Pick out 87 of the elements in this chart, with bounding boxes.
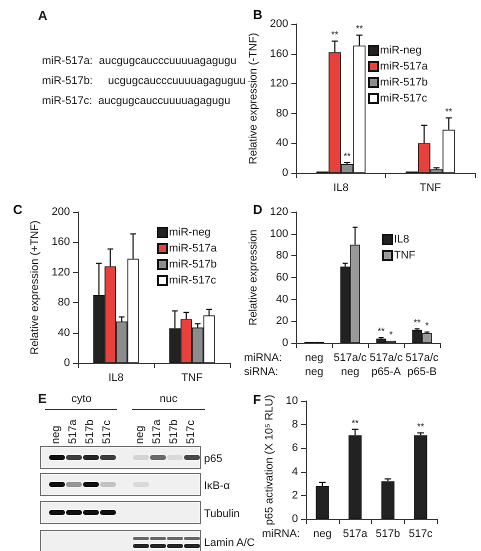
data-label: ** — [331, 30, 339, 40]
text: nuc — [158, 393, 178, 405]
text: E — [38, 391, 47, 406]
text: 517a — [66, 418, 80, 444]
text: Tubulin — [204, 508, 240, 520]
y-tick-label: 160 — [270, 48, 288, 60]
text: 517c — [184, 419, 198, 444]
legend-label: miR-517c — [380, 92, 428, 104]
y-axis-title: Relative expression (+TNF) — [29, 220, 42, 355]
y-tick-label: 120 — [270, 206, 288, 218]
text: Lamin A/C — [204, 537, 255, 549]
legend-label: IL8 — [394, 234, 410, 246]
y-tick-label: 80 — [276, 107, 288, 120]
data-label: * — [389, 329, 394, 340]
bar — [414, 435, 428, 519]
text: IκB-α — [204, 480, 230, 492]
text: miR-517b: ucgugcaucccuuuuagaguguu — [42, 75, 246, 87]
y-axis-title: Relative expression — [248, 230, 260, 326]
bar — [316, 486, 329, 519]
text: miR-517c: aucgugcauccuuuuagagugu — [42, 95, 230, 107]
x-tick-label: 517a/c neg — [334, 352, 368, 378]
text: neg — [49, 424, 63, 444]
text: 517a — [150, 418, 164, 444]
data-label: ** — [344, 151, 352, 162]
legend-label: TNF — [394, 250, 416, 262]
text: miRNA: siRNA: — [244, 352, 282, 378]
data-label: ** — [445, 106, 453, 116]
text: neg — [133, 424, 147, 444]
y-tick-label: 0 — [64, 357, 70, 369]
y-tick-label: 60 — [276, 272, 288, 284]
legend-label: miR-517b — [169, 258, 217, 270]
y-tick-label: 0 — [282, 167, 288, 179]
legend-label: miR-517b — [380, 76, 428, 88]
text: miR-517a: aucgugcaucccuuuuagagugu — [42, 55, 236, 67]
chart-title: D — [253, 202, 262, 217]
x-tick-label: 517c — [408, 528, 434, 540]
y-tick-label: 160 — [52, 236, 70, 248]
y-tick-label: 40 — [276, 293, 288, 306]
y-tick-label: 4 — [292, 466, 298, 478]
y-tick-label: 20 — [276, 315, 288, 328]
x-tick-label: IL8 — [108, 372, 124, 384]
y-axis-title: Relative expression (-TNF) — [248, 32, 260, 164]
chart-title: C — [13, 202, 23, 217]
legend-label: miR-517c — [169, 274, 217, 286]
data-label: ** — [356, 24, 364, 34]
legend-label: miR-517a — [169, 242, 218, 254]
y-tick-label: 0 — [282, 337, 288, 349]
y-axis-title: p65 activation (X 10⁵ RLU) — [263, 394, 276, 526]
legend-label: miR-517a — [380, 60, 429, 72]
y-tick-label: 200 — [52, 206, 70, 218]
y-tick-label: 200 — [270, 18, 288, 30]
y-tick-label: 40 — [58, 326, 70, 339]
x-tick-label: neg — [313, 528, 332, 540]
y-tick-label: 40 — [276, 137, 288, 150]
data-label: * — [425, 320, 430, 331]
x-tick-label: neg neg — [305, 352, 324, 378]
x-tick-label: TNF — [181, 372, 203, 384]
y-tick-label: 8 — [292, 418, 298, 431]
text: 517c — [100, 419, 114, 444]
y-tick-label: 120 — [270, 78, 288, 90]
text: miRNA: — [262, 528, 300, 540]
data-label: ** — [352, 418, 360, 428]
y-tick-label: 10 — [286, 395, 298, 407]
y-tick-label: 100 — [270, 228, 288, 240]
bar — [381, 481, 394, 519]
y-tick-label: 120 — [52, 266, 70, 278]
data-label: ** — [378, 326, 386, 336]
x-tick-label: 517b — [376, 528, 400, 540]
y-tick-label: 80 — [276, 250, 288, 262]
text: 517b — [167, 418, 181, 444]
chart-title: B — [253, 7, 262, 22]
text: cyto — [70, 393, 93, 405]
x-tick-label: 517a — [342, 528, 368, 540]
chart-title: F — [253, 392, 261, 407]
text: 517b — [83, 418, 97, 444]
x-tick-label: 517a/c p65-B — [406, 352, 440, 378]
x-tick-label: 517a/c p65-A — [370, 352, 404, 378]
data-label: ** — [417, 421, 425, 432]
y-tick-label: 6 — [292, 442, 298, 454]
data-label: ** — [414, 317, 422, 328]
y-tick-label: 2 — [292, 489, 298, 502]
text: p65 — [204, 453, 222, 465]
legend-label: miR-neg — [380, 44, 422, 56]
text: A — [38, 8, 48, 23]
y-tick-label: 0 — [292, 513, 298, 525]
legend-label: miR-neg — [169, 226, 211, 238]
y-tick-label: 80 — [58, 296, 70, 309]
